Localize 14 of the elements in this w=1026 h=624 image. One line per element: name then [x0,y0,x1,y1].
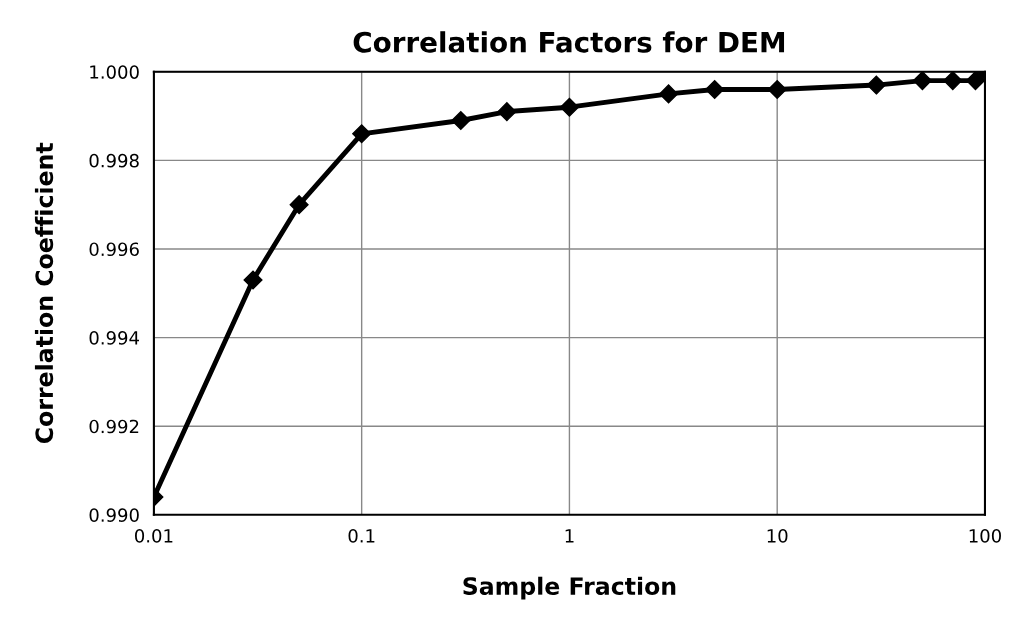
x-tick-label: 0.01 [134,529,173,543]
y-tick-label: 0.990 [89,508,139,522]
y-tick-label: 0.996 [89,242,139,257]
y-tick-label: 0.992 [89,419,139,434]
y-axis-title: Correlation Coefficient [34,142,54,444]
x-tick-label: 100 [969,529,1001,543]
chart-title: Correlation Factors for DEM [353,31,785,53]
y-tick-label: 1.000 [90,65,139,79]
x-axis-title: Sample Fraction [463,576,676,600]
x-tick-label: 0.1 [348,529,375,543]
x-tick-label: 1 [565,529,574,543]
y-tick-label: 0.994 [89,331,139,345]
x-tick-label: 10 [767,529,788,543]
y-tick-label: 0.998 [89,153,139,168]
